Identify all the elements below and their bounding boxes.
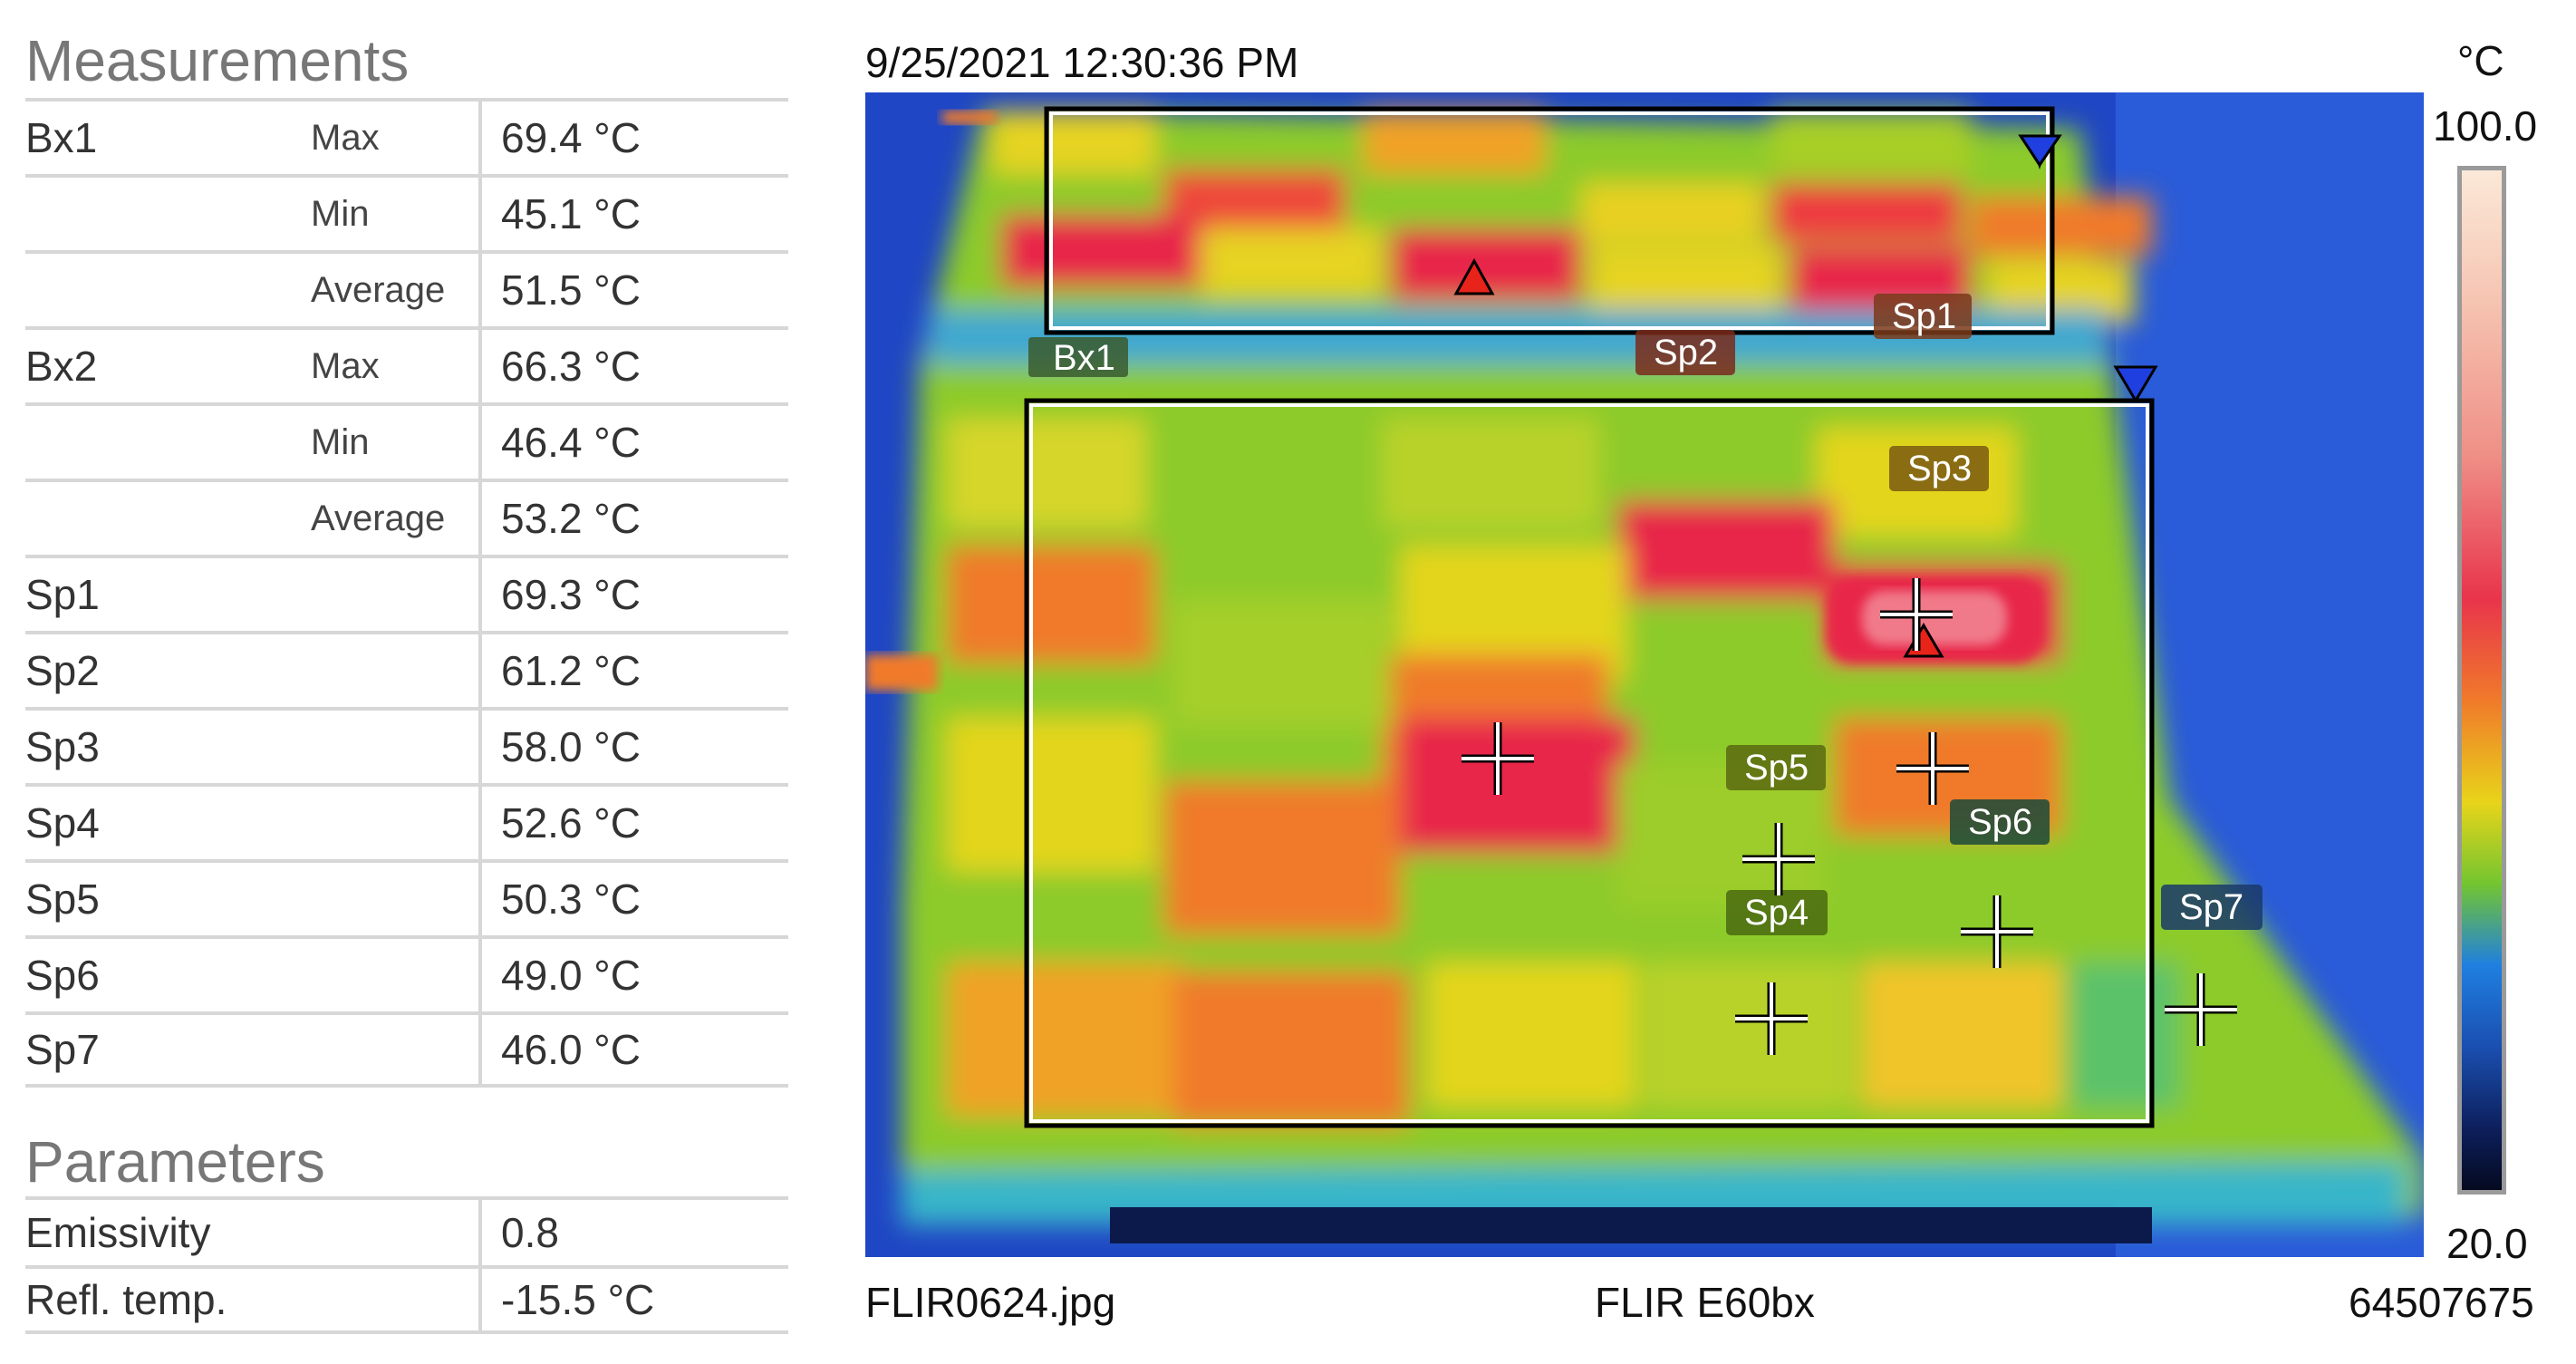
bx1-max-marker <box>1453 257 1495 295</box>
image-timestamp: 9/25/2021 12:30:36 PM <box>865 39 1299 86</box>
sp5-label: Sp5 <box>1744 748 1809 788</box>
measurement-value: 50.3 °C <box>501 875 641 923</box>
parameter-name: Emissivity <box>25 1209 211 1256</box>
column-divider <box>478 178 482 250</box>
measurement-row: Sp4 52.6 °C <box>25 783 788 859</box>
parameter-row: Refl. temp. -15.5 °C <box>25 1265 788 1334</box>
column-divider <box>478 1015 482 1084</box>
column-divider <box>478 254 482 326</box>
measurement-value: 45.1 °C <box>501 190 641 237</box>
measurement-row: Sp1 69.3 °C <box>25 555 788 631</box>
sp3-label: Sp3 <box>1907 449 1972 489</box>
column-divider <box>478 711 482 783</box>
sp2-tag[interactable] <box>1635 330 1735 375</box>
measurement-name: Sp7 <box>25 1026 100 1073</box>
measurement-statistic: Min <box>311 421 370 462</box>
measurements-table: Bx1 Max 69.4 °C Min 45.1 °C Average 51.5 °C Bx2… <box>25 98 788 1088</box>
sp4-label: Sp4 <box>1744 893 1809 933</box>
sp7-label: Sp7 <box>2179 887 2243 927</box>
measurement-value: 66.3 °C <box>501 343 641 390</box>
file-name: FLIR0624.jpg <box>865 1279 1116 1326</box>
parameter-value: -15.5 °C <box>501 1276 655 1323</box>
measurement-statistic: Average <box>311 269 446 310</box>
parameters-table: Emissivity 0.8 Refl. temp. -15.5 °C <box>25 1196 788 1334</box>
sp2-label: Sp2 <box>1654 333 1718 372</box>
column-divider <box>478 330 482 402</box>
sp3-tag[interactable] <box>1889 446 1989 491</box>
measurement-value: 61.2 °C <box>501 647 641 694</box>
color-scale-bar <box>2457 166 2506 1195</box>
measurement-statistic: Max <box>311 345 380 386</box>
measurement-name: Sp4 <box>25 799 100 846</box>
temperature-unit: °C <box>2457 37 2504 84</box>
camera-serial: 64507675 <box>2349 1279 2534 1326</box>
measurements-title: Measurements <box>25 28 410 93</box>
measurement-value: 46.4 °C <box>501 419 641 466</box>
measurement-value: 69.3 °C <box>501 571 641 618</box>
column-divider <box>478 1269 482 1330</box>
measurement-row: Min 46.4 °C <box>25 402 788 479</box>
measurement-name: Bx1 <box>25 114 98 161</box>
measurement-name: Bx2 <box>25 343 98 390</box>
measurement-name: Sp6 <box>25 952 100 999</box>
measurement-name: Sp3 <box>25 723 100 770</box>
sp5-tag[interactable] <box>1726 745 1826 790</box>
column-divider <box>478 482 482 555</box>
sp6-tag[interactable] <box>1950 799 2050 845</box>
scale-min-label: 20.0 <box>2446 1220 2528 1267</box>
measurement-row: Bx1 Max 69.4 °C <box>25 98 788 174</box>
measurement-row: Sp5 50.3 °C <box>25 859 788 935</box>
column-divider <box>478 787 482 859</box>
column-divider <box>478 102 482 174</box>
bx1-tag <box>1028 337 1128 377</box>
parameter-name: Refl. temp. <box>25 1276 227 1323</box>
measurement-value: 46.0 °C <box>501 1026 641 1073</box>
sp1-tag[interactable] <box>1874 294 1972 339</box>
measurement-row: Bx2 Max 66.3 °C <box>25 326 788 402</box>
measurement-name: Sp1 <box>25 571 100 618</box>
measurement-value: 52.6 °C <box>501 799 641 846</box>
sp1-label: Sp1 <box>1892 296 1956 336</box>
measurement-value: 51.5 °C <box>501 266 641 314</box>
measurement-value: 69.4 °C <box>501 114 641 161</box>
column-divider <box>478 406 482 479</box>
thermal-image[interactable]: Bx1 Sp1 Sp2 Sp3 Sp4 Sp5 Sp6 Sp7 <box>865 92 2424 1257</box>
measurement-row: Average 51.5 °C <box>25 250 788 326</box>
measurement-row: Sp7 46.0 °C <box>25 1011 788 1088</box>
column-divider <box>478 558 482 631</box>
parameters-title: Parameters <box>25 1129 325 1195</box>
scale-max-label: 100.0 <box>2433 102 2538 150</box>
column-divider <box>478 863 482 935</box>
measurement-row: Sp2 61.2 °C <box>25 631 788 707</box>
sp4-tag[interactable] <box>1726 890 1828 935</box>
measurement-row: Min 45.1 °C <box>25 174 788 250</box>
camera-model: FLIR E60bx <box>1595 1279 1815 1326</box>
measurement-row: Sp3 58.0 °C <box>25 707 788 783</box>
measurement-row: Average 53.2 °C <box>25 479 788 555</box>
measurement-name: Sp5 <box>25 875 100 923</box>
measurement-value: 53.2 °C <box>501 495 641 542</box>
measurement-value: 49.0 °C <box>501 952 641 999</box>
sp7-tag[interactable] <box>2161 885 2262 930</box>
measurement-statistic: Min <box>311 193 370 234</box>
measurement-statistic: Average <box>311 498 446 538</box>
bx1-label: Bx1 <box>1053 338 1115 378</box>
sp6-label: Sp6 <box>1968 802 2032 842</box>
column-divider <box>478 939 482 1011</box>
measurement-value: 58.0 °C <box>501 723 641 770</box>
measurement-statistic: Max <box>311 117 380 158</box>
column-divider <box>478 1200 482 1265</box>
parameter-value: 0.8 <box>501 1209 559 1256</box>
column-divider <box>478 634 482 707</box>
bx2-min-marker <box>2113 365 2158 403</box>
measurement-name: Sp2 <box>25 647 100 694</box>
parameter-row: Emissivity 0.8 <box>25 1196 788 1265</box>
measurement-row: Sp6 49.0 °C <box>25 935 788 1011</box>
